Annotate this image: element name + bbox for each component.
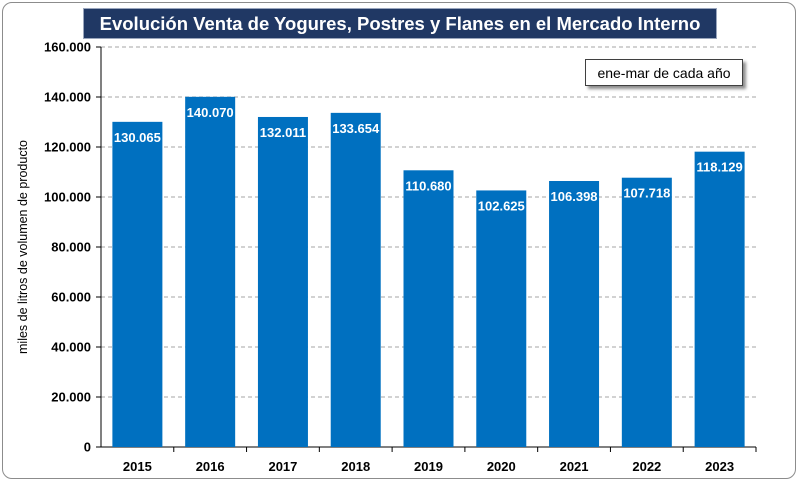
- y-tick-label: 100.000: [44, 190, 91, 205]
- period-note: ene-mar de cada año: [585, 59, 743, 86]
- y-tick-label: 40.000: [51, 340, 91, 355]
- x-tick-label: 2015: [123, 459, 152, 474]
- x-tick-label: 2020: [487, 459, 516, 474]
- x-tick-label: 2021: [560, 459, 589, 474]
- x-tick-label: 2022: [632, 459, 661, 474]
- bar: [476, 190, 527, 447]
- y-tick-label: 60.000: [51, 290, 91, 305]
- data-label: 110.680: [405, 178, 451, 193]
- bar: [403, 170, 454, 448]
- x-tick-label: 2017: [268, 459, 297, 474]
- data-label: 133.654: [332, 121, 380, 136]
- data-label: 140.070: [187, 105, 234, 120]
- y-tick-label: 160.000: [44, 40, 91, 55]
- bar: [112, 121, 163, 448]
- data-label: 102.625: [478, 198, 525, 213]
- y-axis-title: miles de litros de volumen de producto: [16, 140, 30, 354]
- y-tick-label: 0: [84, 440, 91, 455]
- x-tick-label: 2016: [196, 459, 225, 474]
- data-label: 106.398: [551, 189, 598, 204]
- data-label: 118.129: [696, 160, 742, 175]
- y-tick-label: 120.000: [44, 140, 91, 155]
- data-label: 132.011: [260, 125, 306, 140]
- y-tick-label: 80.000: [51, 240, 91, 255]
- x-tick-label: 2018: [341, 459, 370, 474]
- y-tick-label: 20.000: [51, 390, 91, 405]
- bar: [694, 151, 745, 448]
- x-tick-label: 2023: [705, 459, 734, 474]
- y-tick-label: 140.000: [44, 90, 91, 105]
- bar: [549, 181, 600, 447]
- bar: [185, 96, 236, 447]
- data-label: 130.065: [114, 130, 161, 145]
- bar: [330, 112, 381, 448]
- bar: [621, 177, 672, 447]
- chart-title: Evolución Venta de Yogures, Postres y Fl…: [83, 8, 717, 39]
- bar: [257, 116, 308, 447]
- x-tick-label: 2019: [414, 459, 443, 474]
- data-label: 107.718: [623, 186, 670, 201]
